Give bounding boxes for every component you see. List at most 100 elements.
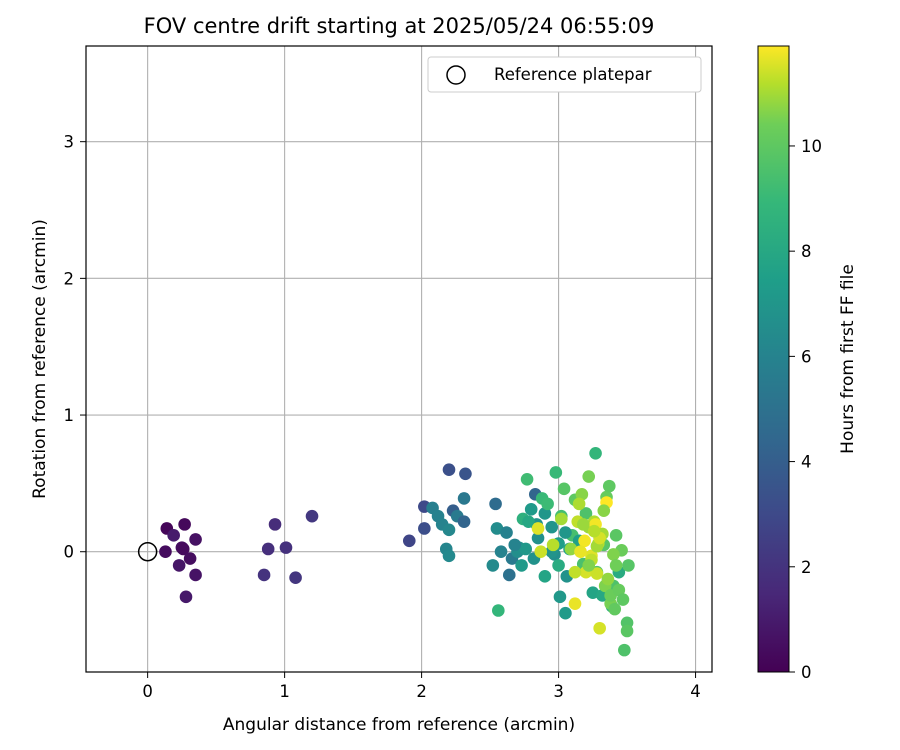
x-tick-label: 1 <box>279 682 290 701</box>
data-point <box>179 590 193 604</box>
data-point <box>609 559 623 572</box>
colorbar-tick-label: 4 <box>801 453 812 472</box>
data-point <box>601 572 615 586</box>
data-point <box>289 571 302 584</box>
data-point <box>279 541 293 554</box>
data-point <box>189 533 202 546</box>
x-tick-label: 3 <box>553 682 564 701</box>
y-tick-label: 3 <box>64 133 75 152</box>
colorbar: 0 2 4 6 8 10 Hours from first FF file <box>757 45 858 682</box>
y-tick-label: 1 <box>64 406 75 425</box>
legend: Reference platepar <box>427 56 702 93</box>
data-point <box>515 559 528 572</box>
x-tick-label: 2 <box>416 682 427 701</box>
colorbar-tick-label: 10 <box>801 137 822 156</box>
y-axis-label: Rotation from reference (arcmin) <box>30 219 50 499</box>
y-axis-ticks: 0 1 2 3 <box>64 133 86 562</box>
data-point <box>568 597 582 610</box>
data-point <box>597 504 611 518</box>
data-point <box>486 559 500 572</box>
y-tick-label: 2 <box>64 269 75 288</box>
data-point <box>572 497 586 511</box>
data-point <box>557 482 571 496</box>
data-point <box>609 529 623 542</box>
chart-title: FOV centre drift starting at 2025/05/24 … <box>144 14 655 38</box>
data-point <box>553 590 567 604</box>
data-point <box>620 624 634 638</box>
data-point <box>176 542 190 556</box>
x-axis-ticks: 0 1 2 3 4 <box>142 672 701 701</box>
data-point <box>574 545 587 559</box>
data-point <box>159 545 172 559</box>
data-point <box>579 507 593 520</box>
data-point <box>541 497 554 511</box>
data-point <box>257 568 271 582</box>
data-point <box>502 568 516 582</box>
data-point <box>549 466 563 479</box>
data-point <box>178 518 191 531</box>
data-point <box>582 559 596 572</box>
data-point <box>582 470 596 483</box>
data-point <box>508 538 522 552</box>
data-point <box>602 479 616 493</box>
data-point <box>618 643 631 657</box>
data-point <box>559 526 572 539</box>
data-point <box>590 567 604 580</box>
data-point <box>546 538 560 552</box>
data-point <box>457 515 471 528</box>
data-point <box>442 523 456 537</box>
data-point <box>490 522 504 535</box>
data-point <box>519 542 533 556</box>
data-point <box>616 593 630 606</box>
data-point <box>442 549 456 563</box>
data-point <box>587 524 601 538</box>
legend-entry-reference-platepar: Reference platepar <box>494 65 652 84</box>
colorbar-tick-label: 8 <box>801 242 812 261</box>
data-point <box>538 507 552 520</box>
data-point <box>568 565 582 579</box>
colorbar-tick-label: 2 <box>801 558 812 577</box>
data-point <box>534 545 548 559</box>
legend-marker-icon <box>446 65 466 85</box>
data-point <box>589 447 602 460</box>
data-point <box>183 552 197 565</box>
data-point <box>418 522 431 535</box>
x-axis-label: Angular distance from reference (arcmin) <box>223 715 575 735</box>
data-point <box>552 559 565 572</box>
data-point <box>564 542 578 556</box>
plot-area-frame <box>85 45 713 673</box>
data-point <box>607 548 620 561</box>
data-point <box>531 522 545 535</box>
data-point <box>167 529 180 542</box>
data-points <box>159 447 635 657</box>
data-point <box>494 545 508 559</box>
data-point <box>520 472 534 486</box>
data-point <box>500 526 513 539</box>
data-point <box>555 512 568 526</box>
grid-lines <box>86 46 712 672</box>
data-point <box>593 621 606 635</box>
data-point <box>575 488 589 501</box>
x-tick-label: 0 <box>142 682 153 701</box>
colorbar-ticks: 0 2 4 6 8 10 <box>789 137 822 682</box>
data-point <box>189 568 202 582</box>
data-point <box>442 463 456 477</box>
data-point <box>578 534 591 548</box>
data-point <box>402 534 416 548</box>
data-point <box>305 509 319 523</box>
data-point <box>576 518 590 531</box>
data-point <box>559 606 572 620</box>
data-point <box>489 497 502 511</box>
colorbar-label: Hours from first FF file <box>838 264 858 454</box>
y-tick-label: 0 <box>64 543 75 562</box>
data-point <box>492 604 505 617</box>
data-point <box>545 520 559 534</box>
x-tick-label: 4 <box>690 682 701 701</box>
data-point <box>531 531 545 545</box>
data-point <box>268 518 282 531</box>
colorbar-tick-label: 0 <box>801 663 812 682</box>
legend-box <box>427 56 702 93</box>
data-point <box>622 559 635 572</box>
data-point <box>538 570 552 583</box>
